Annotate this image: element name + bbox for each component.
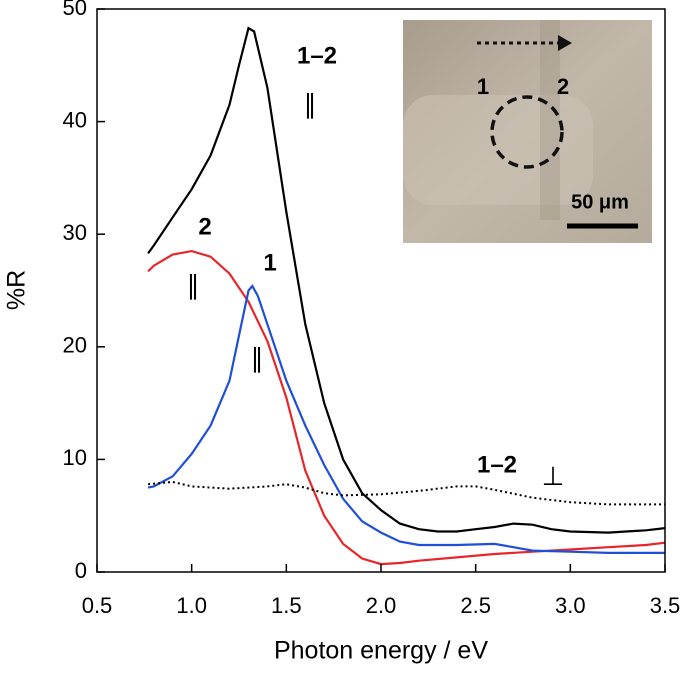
x-tick-label: 2.5 — [460, 593, 491, 618]
x-tick-label: 1.0 — [176, 593, 207, 618]
series-label: 1 — [263, 249, 276, 276]
arrow-head — [558, 35, 572, 51]
x-axis-label: Photon energy / eV — [274, 637, 488, 665]
y-tick-label: 10 — [63, 445, 87, 470]
y-tick-label: 30 — [63, 220, 87, 245]
series-label: 2 — [198, 213, 211, 240]
x-tick-label: 3.0 — [555, 593, 586, 618]
inset-label: 1 — [477, 74, 489, 99]
x-tick-label: 3.5 — [650, 593, 681, 618]
series-label: 1–2 — [297, 42, 337, 69]
series-symbol: ∥ — [187, 270, 200, 300]
series-label: 1–2 — [477, 451, 517, 478]
series-line — [147, 249, 666, 566]
series-line — [147, 26, 666, 534]
inset-label: 2 — [557, 74, 569, 99]
y-tick-label: 0 — [75, 558, 87, 583]
series-symbol: ⊥ — [542, 461, 565, 491]
series-symbol: ∥ — [304, 89, 317, 119]
y-tick-label: 40 — [63, 107, 87, 132]
x-tick-label: 1.5 — [271, 593, 302, 618]
y-tick-label: 50 — [63, 0, 87, 20]
crystal-boundary — [540, 20, 560, 220]
y-tick-label: 20 — [63, 333, 87, 358]
crystal-region — [403, 95, 593, 205]
x-tick-label: 2.0 — [366, 593, 397, 618]
scale-label: 50 μm — [571, 191, 629, 213]
series-symbol: ∥ — [251, 343, 264, 373]
series-line — [147, 284, 665, 554]
series-line — [148, 480, 665, 506]
x-tick-label: 0.5 — [82, 593, 113, 618]
probe-circle — [490, 95, 564, 169]
y-axis-label: %R — [3, 270, 31, 310]
inset-image: 1 2 50 μm — [403, 20, 652, 243]
